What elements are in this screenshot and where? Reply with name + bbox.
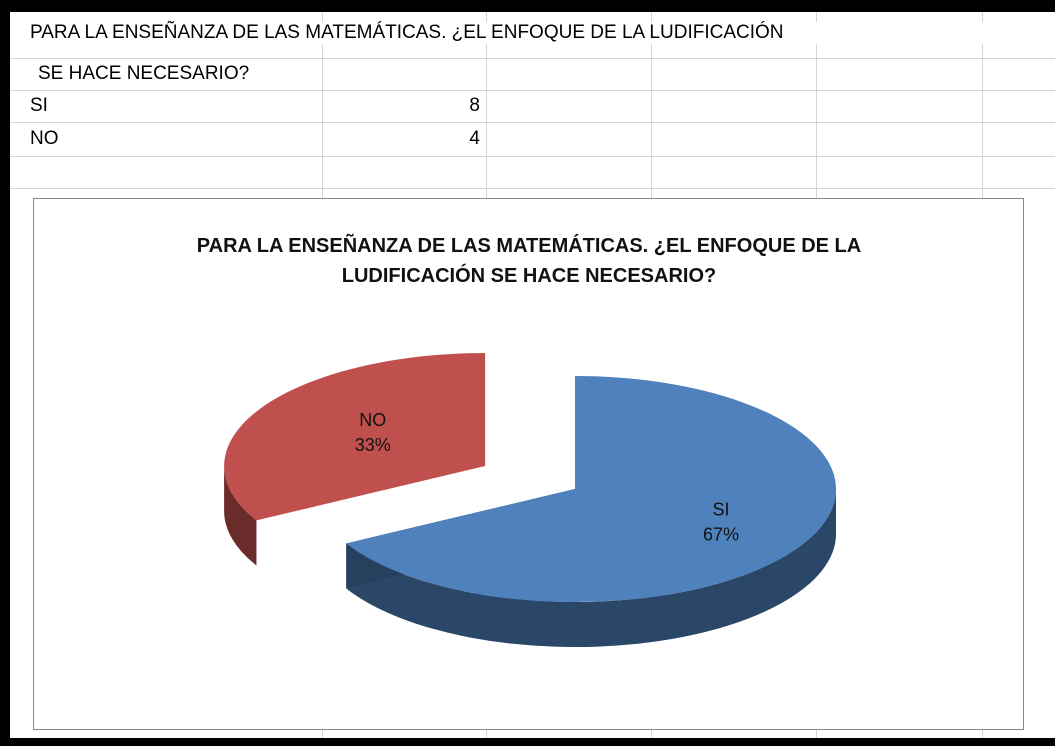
pie-side-shade bbox=[346, 489, 836, 647]
pie: SI 67% NO 33% bbox=[224, 352, 836, 647]
data-label-value: 33% bbox=[355, 435, 391, 455]
chart[interactable]: PARA LA ENSEÑANZA DE LAS MATEMÁTICAS. ¿E… bbox=[33, 198, 1024, 730]
row-line bbox=[10, 156, 1055, 157]
cell[interactable]: PARA LA ENSEÑANZA DE LAS MATEMÁTICAS. ¿E… bbox=[30, 22, 1050, 44]
pie-slice bbox=[346, 376, 836, 602]
row-line bbox=[10, 122, 1055, 123]
pie-side bbox=[346, 489, 836, 647]
row-line bbox=[10, 58, 1055, 59]
data-label-value: 67% bbox=[703, 524, 739, 544]
pie-slice bbox=[224, 352, 486, 521]
pie-side-shade bbox=[224, 465, 257, 566]
frame bbox=[0, 0, 10, 746]
pie-side bbox=[224, 465, 257, 566]
frame bbox=[0, 738, 1055, 746]
row-line bbox=[10, 90, 1055, 91]
data-label-category: SI bbox=[713, 499, 730, 519]
cell[interactable]: 8 bbox=[469, 95, 480, 116]
data-label-category: NO bbox=[359, 410, 386, 430]
cell[interactable]: SE HACE NECESARIO? bbox=[38, 63, 250, 84]
chart-title: PARA LA ENSEÑANZA DE LAS MATEMÁTICAS. ¿E… bbox=[196, 235, 862, 287]
cell[interactable]: NO bbox=[30, 128, 59, 149]
frame bbox=[0, 0, 1055, 12]
cell[interactable]: SI bbox=[30, 95, 48, 116]
row-line bbox=[10, 188, 1055, 189]
cell[interactable]: 4 bbox=[469, 128, 480, 149]
